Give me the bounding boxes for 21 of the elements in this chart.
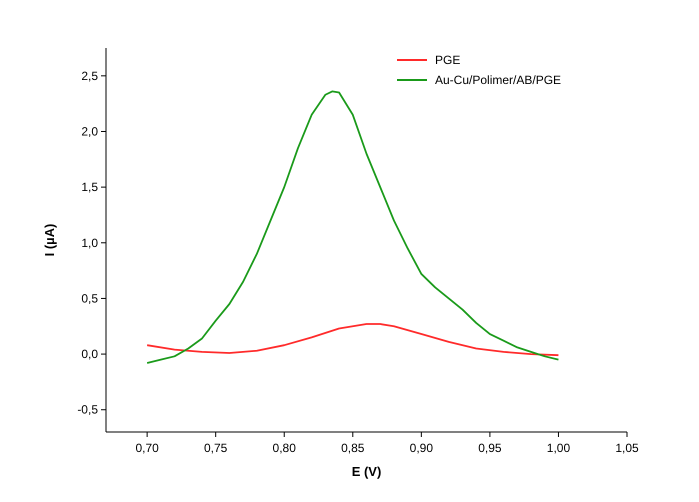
y-tick-label: 1,0 [81, 236, 98, 250]
x-tick-label: 1,05 [615, 441, 639, 455]
y-tick-label: 2,5 [81, 68, 98, 83]
x-tick-label: 0,90 [410, 441, 434, 455]
y-tick-label: 0,5 [81, 291, 98, 306]
x-axis-title: E (V) [352, 464, 382, 479]
line-series [146, 323, 560, 356]
x-tick-label: 0,95 [478, 441, 502, 455]
x-tick-label: 0,85 [341, 441, 365, 455]
x-tick-label: 0,75 [204, 441, 228, 455]
legend-label: PGE [435, 53, 460, 67]
line-series [146, 90, 560, 364]
y-tick-label: -0,5 [77, 402, 98, 417]
legend-label: Au-Cu/Polimer/AB/PGE [435, 73, 562, 87]
x-tick-label: 0,70 [135, 441, 160, 455]
y-tick-label: 0,0 [81, 347, 98, 362]
x-tick-label: 1,00 [546, 441, 570, 455]
y-axis-title: I (µA) [42, 224, 57, 256]
y-tick-label: 2,0 [81, 124, 98, 138]
y-tick-label: 1,5 [81, 180, 98, 194]
x-tick-label: 0,80 [272, 441, 296, 455]
